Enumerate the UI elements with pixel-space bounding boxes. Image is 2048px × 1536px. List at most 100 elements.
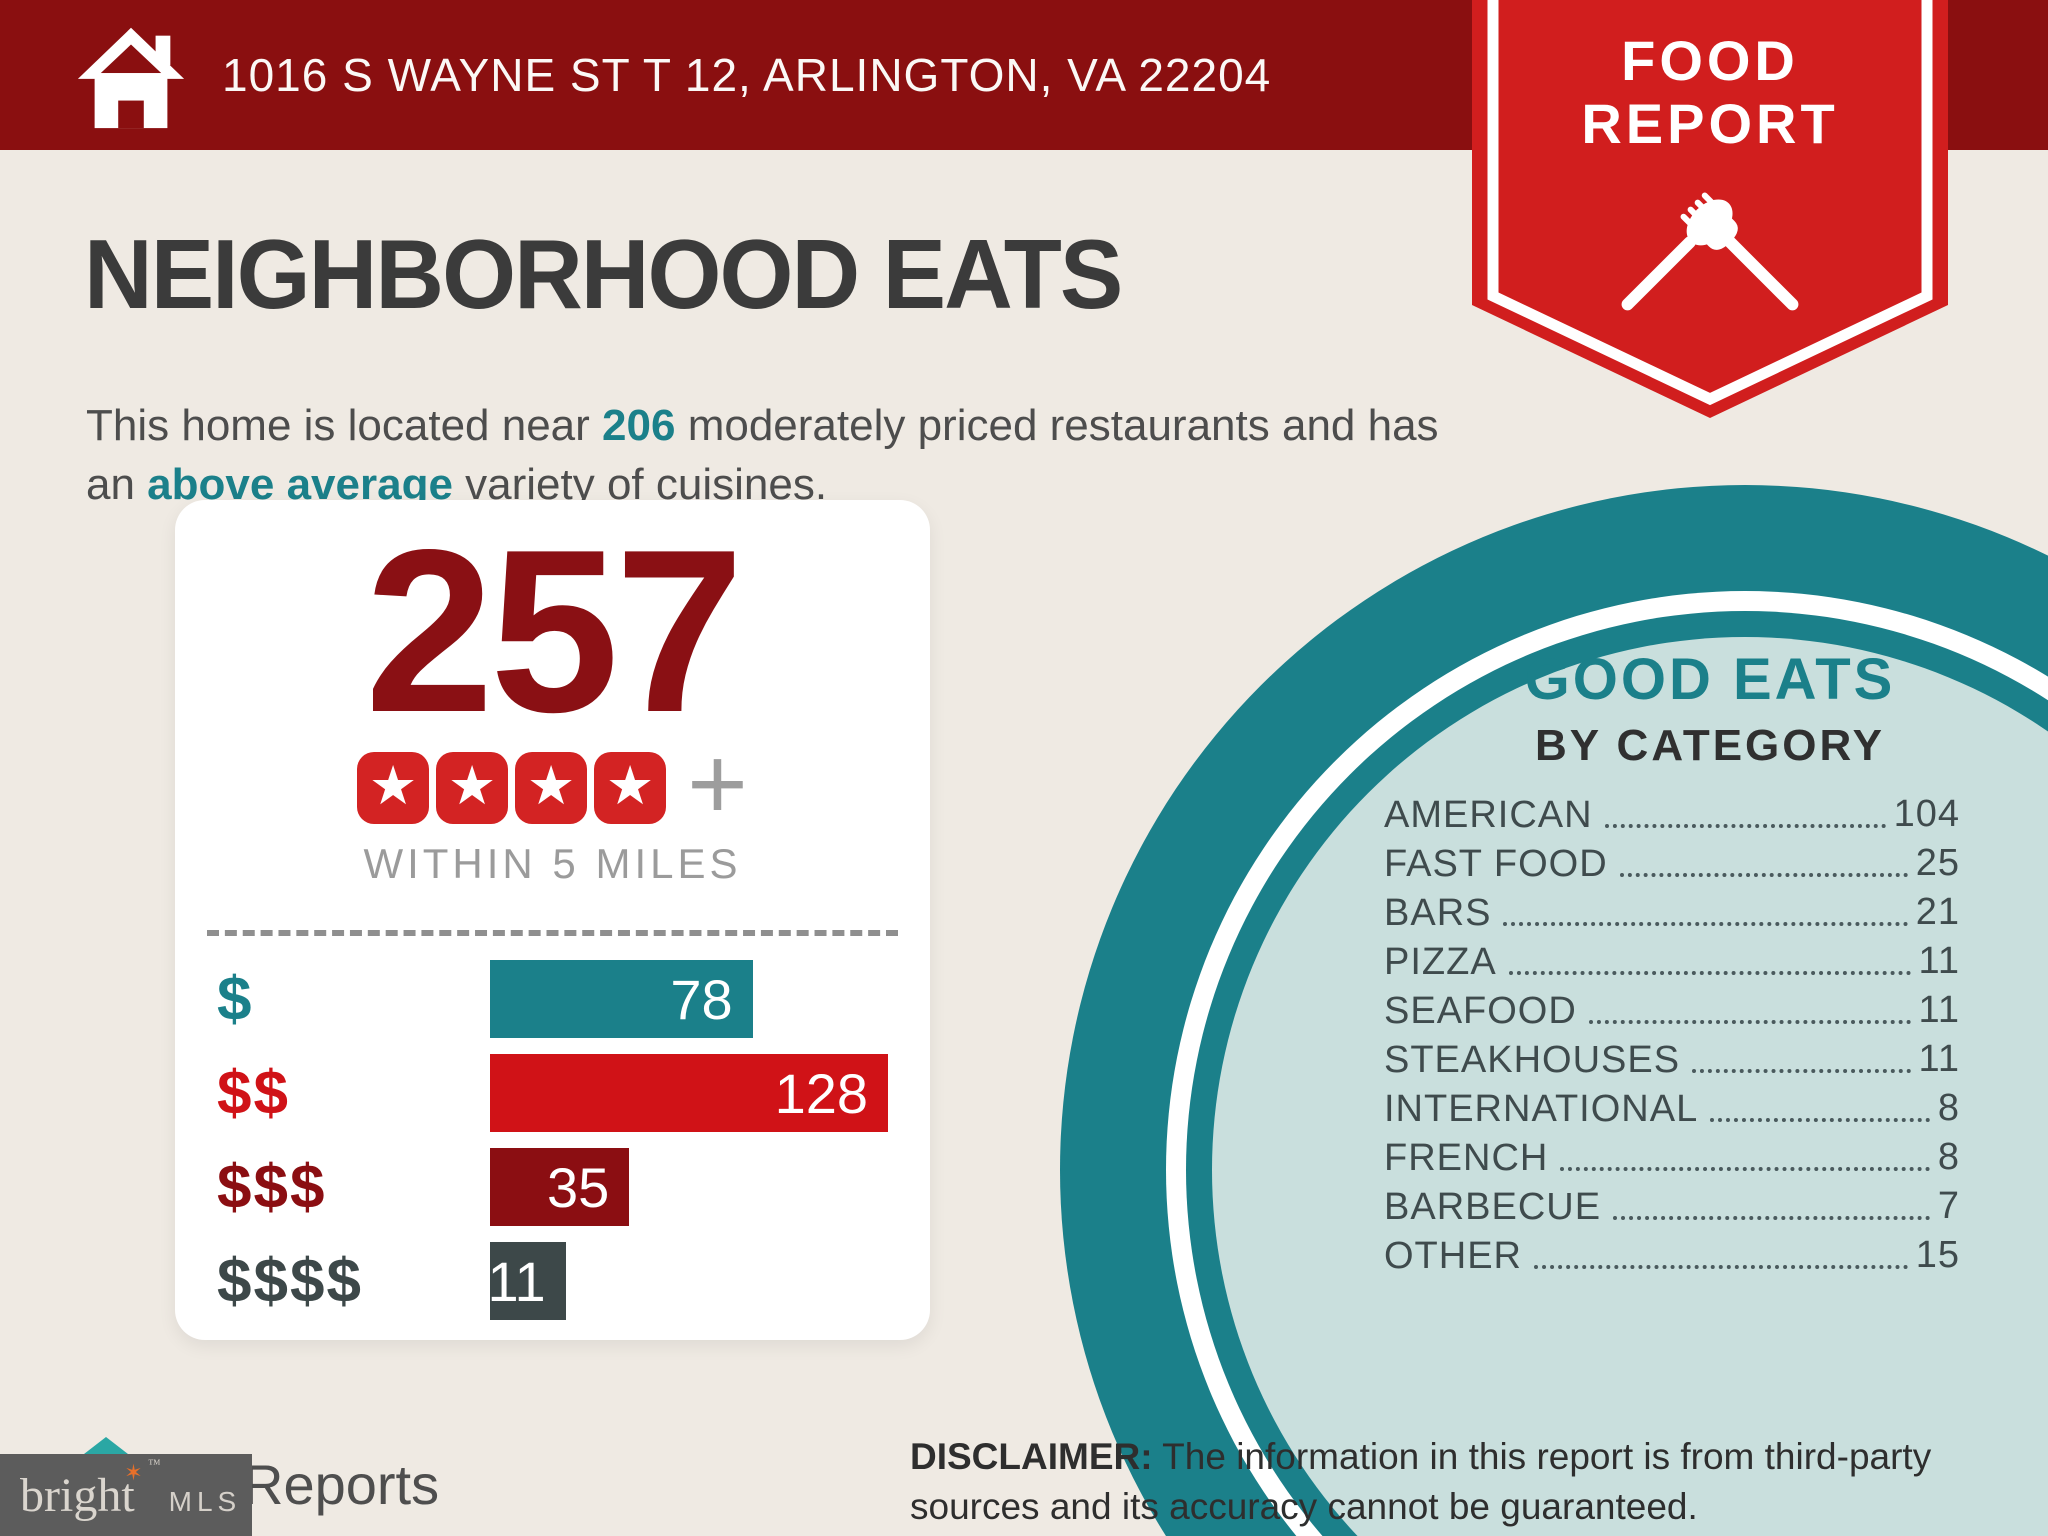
category-value: 15 — [1915, 1234, 1960, 1276]
star-icon: ★ — [357, 752, 430, 824]
category-value: 11 — [1918, 989, 1960, 1031]
brightmls-logo: bright ✶ ™ — [20, 1456, 161, 1523]
category-label: FAST FOOD — [1384, 843, 1608, 885]
reports-background-text: Reports — [243, 1453, 440, 1516]
ribbon-shape — [1472, 0, 1948, 418]
good-eats-header: GOOD EATS BY CATEGORY — [1400, 646, 2020, 771]
category-row: FAST FOOD 25 — [1384, 837, 1960, 886]
category-label: OTHER — [1384, 1235, 1522, 1277]
bar-value: 11 — [487, 1249, 546, 1313]
disclaimer-text: DISCLAIMER: The information in this repo… — [910, 1432, 1970, 1532]
food-report-ribbon: FOOD REPORT — [1472, 0, 1948, 420]
category-row: BARBECUE 7 — [1384, 1180, 1960, 1229]
bar-fill: 78 — [490, 960, 753, 1038]
bar-fill: 11 — [487, 1242, 566, 1320]
orange-star-icon: ✶ — [124, 1459, 143, 1485]
property-address: 1016 S WAYNE ST T 12, ARLINGTON, VA 2220… — [222, 49, 1272, 101]
intro-mid: moderately priced restaurants and has an — [86, 401, 1439, 510]
ribbon-line1: FOOD — [1621, 29, 1799, 92]
price-bar-row: $$$$ 11 — [175, 1242, 930, 1320]
category-label: STEAKHOUSES — [1384, 1039, 1681, 1081]
brand-text: bright — [20, 1468, 135, 1522]
category-value: 104 — [1893, 793, 1960, 835]
total-restaurants: 257 — [364, 502, 744, 761]
mls-text: MLS — [168, 1486, 242, 1517]
category-value: 11 — [1918, 940, 1960, 982]
category-row: AMERICAN 104 — [1384, 788, 1960, 837]
brightmls-watermark: bright ✶ ™ MLS — [0, 1454, 252, 1536]
bar-value: 128 — [774, 1061, 868, 1125]
dotted-leader — [1710, 1118, 1930, 1122]
category-value: 11 — [1918, 1038, 1960, 1080]
category-label: AMERICAN — [1384, 794, 1593, 836]
category-value: 8 — [1937, 1136, 1960, 1178]
restaurant-count: 206 — [602, 401, 676, 450]
dotted-leader — [1588, 1020, 1911, 1024]
category-label: BARS — [1384, 892, 1492, 934]
price-bar-row: $78 — [175, 960, 930, 1038]
ribbon-title: FOOD REPORT — [1472, 29, 1948, 155]
category-row: INTERNATIONAL 8 — [1384, 1082, 1960, 1131]
category-label: INTERNATIONAL — [1384, 1088, 1699, 1130]
category-value: 25 — [1915, 842, 1960, 884]
ribbon-line2: REPORT — [1581, 91, 1839, 155]
price-bar-row: $$ 128 — [175, 1054, 930, 1132]
star-icon: ★ — [515, 752, 588, 824]
price-bar-chart: $78 $$ 128 $$$ 35 $$$$ 11 — [175, 960, 930, 1320]
dotted-leader — [1613, 1216, 1930, 1220]
category-row: PIZZA 11 — [1384, 935, 1960, 984]
dotted-leader — [1619, 873, 1908, 877]
plus-icon: + — [687, 726, 748, 842]
bar-fill: 128 — [490, 1054, 888, 1132]
category-list: AMERICAN 104 FAST FOOD 25 BARS 21 PIZZA 11 SEAFO… — [1384, 788, 1960, 1278]
dotted-leader — [1534, 1265, 1908, 1269]
disclaimer-body: The information in this report is from t… — [910, 1436, 1932, 1527]
dotted-leader — [1503, 922, 1908, 926]
price-level-label: $$$ — [217, 1152, 327, 1222]
bar-value: 78 — [670, 967, 733, 1031]
home-icon — [77, 27, 185, 129]
bar-value: 35 — [547, 1155, 610, 1219]
good-eats-subtitle: BY CATEGORY — [1534, 721, 1885, 770]
category-row: BARS 21 — [1384, 886, 1960, 935]
bar-track: 128 — [490, 1054, 888, 1132]
page-title: NEIGHBORHOOD EATS — [84, 219, 1123, 329]
star-icon: ★ — [594, 752, 667, 824]
dotted-leader — [1604, 824, 1886, 828]
category-label: BARBECUE — [1384, 1186, 1602, 1228]
category-label: PIZZA — [1384, 941, 1497, 983]
price-level-label: $$$$ — [217, 1246, 363, 1316]
trademark-symbol: ™ — [147, 1455, 161, 1471]
dotted-leader — [1692, 1069, 1911, 1073]
dotted-leader — [1560, 1167, 1930, 1171]
category-row: FRENCH 8 — [1384, 1131, 1960, 1180]
disclaimer-label: DISCLAIMER: — [910, 1436, 1153, 1477]
dotted-leader — [1508, 971, 1911, 975]
dashed-divider — [207, 930, 898, 936]
category-label: FRENCH — [1384, 1137, 1549, 1179]
category-row: SEAFOOD 11 — [1384, 984, 1960, 1033]
spoon-fork-icon — [1621, 192, 1799, 311]
intro-text: This home is located near 206 moderately… — [86, 396, 1486, 515]
price-level-label: $$ — [217, 1058, 290, 1128]
price-level-label: $ — [217, 964, 254, 1034]
bar-track: 78 — [490, 960, 888, 1038]
category-value: 8 — [1937, 1087, 1960, 1129]
good-eats-title: GOOD EATS — [1524, 647, 1896, 712]
star-icon: ★ — [436, 752, 509, 824]
price-bar-row: $$$ 35 — [175, 1148, 930, 1226]
category-row: OTHER 15 — [1384, 1229, 1960, 1278]
category-value: 21 — [1915, 891, 1960, 933]
bar-track: 11 — [487, 1242, 888, 1320]
teal-chevron-icon — [84, 1437, 128, 1454]
intro-pre: This home is located near — [86, 401, 603, 450]
bar-fill: 35 — [490, 1148, 630, 1226]
rating-stars: ★ ★ ★ ★ + — [175, 726, 930, 842]
category-value: 7 — [1937, 1185, 1960, 1227]
summary-card: 257 ★ ★ ★ ★ + WITHIN 5 MILES $78 $$ 128 $$$ 35 $$… — [175, 500, 930, 1340]
bar-track: 35 — [490, 1148, 888, 1226]
category-label: SEAFOOD — [1384, 990, 1577, 1032]
category-row: STEAKHOUSES 11 — [1384, 1033, 1960, 1082]
radius-label: WITHIN 5 MILES — [363, 840, 742, 887]
